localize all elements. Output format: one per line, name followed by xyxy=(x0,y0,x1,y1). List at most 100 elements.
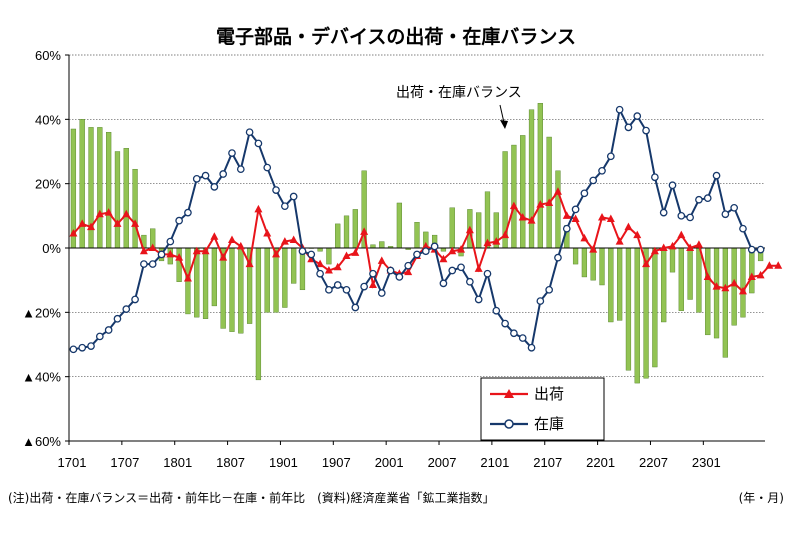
inventory-point xyxy=(466,277,474,286)
inventory-point xyxy=(272,186,280,194)
inventory-point xyxy=(377,289,386,297)
shipments-point xyxy=(69,229,78,237)
inventory-point xyxy=(651,173,659,182)
inventory-point xyxy=(527,343,536,352)
shipments-point xyxy=(703,272,712,280)
bar xyxy=(608,247,614,323)
x-tick-label: 1801 xyxy=(163,455,192,470)
shipments-point xyxy=(227,235,236,243)
inventory-point xyxy=(219,170,228,178)
annotation-arrowhead xyxy=(500,120,508,129)
inventory-point xyxy=(492,306,501,315)
shipments-point xyxy=(439,254,448,263)
inventory-point xyxy=(633,112,642,120)
legend-inventory-marker xyxy=(504,419,514,429)
bar xyxy=(238,247,244,334)
shipments-point xyxy=(474,264,483,272)
y-tick-label: 60% xyxy=(35,48,61,63)
inventory-point xyxy=(457,263,465,272)
bar xyxy=(255,247,262,381)
shipments-point xyxy=(360,227,369,235)
inventory-point xyxy=(510,329,518,338)
shipments-point xyxy=(448,246,457,255)
legend-shipments-marker xyxy=(504,389,514,398)
bar xyxy=(106,131,112,249)
bar xyxy=(273,247,279,313)
x-tick-label: 1901 xyxy=(269,455,298,470)
bar xyxy=(581,247,588,278)
bar xyxy=(705,247,711,336)
bar xyxy=(379,241,385,249)
shipments-point xyxy=(316,259,325,268)
shipments-point xyxy=(624,222,633,231)
shipments-point xyxy=(694,240,703,248)
bar-series xyxy=(70,103,764,384)
inventory-point xyxy=(536,297,545,305)
x-unit-label: (年・月) xyxy=(739,491,784,505)
inventory-point xyxy=(659,208,668,217)
inventory-point xyxy=(739,224,747,233)
chart-title: 電子部品・デバイスの出荷・在庫バランス xyxy=(216,25,576,48)
shipments-point xyxy=(245,259,254,268)
shipments-point xyxy=(545,198,554,206)
inventory-point xyxy=(695,195,703,204)
shipments-point xyxy=(642,259,651,268)
inventory-point xyxy=(333,281,342,289)
shipments-point xyxy=(351,248,360,256)
inventory-point xyxy=(598,166,606,175)
x-tick-label: 2107 xyxy=(533,455,562,470)
bar xyxy=(669,247,676,273)
inventory-point xyxy=(245,128,254,137)
shipments-point xyxy=(712,282,721,290)
inventory-point xyxy=(413,250,421,259)
bar xyxy=(291,247,297,284)
x-tick-label: 2301 xyxy=(692,455,721,470)
bar xyxy=(114,151,121,249)
inventory-point xyxy=(545,285,554,294)
shipments-point xyxy=(765,261,774,269)
shipments-point xyxy=(589,245,598,253)
shipments-point xyxy=(738,286,747,295)
inventory-point xyxy=(448,266,457,275)
inventory-point xyxy=(316,269,324,278)
legend: 出荷 在庫 xyxy=(480,377,605,441)
bar xyxy=(123,148,129,249)
inventory-point xyxy=(201,171,210,180)
inventory-point xyxy=(325,285,333,294)
shipments-point xyxy=(175,253,184,261)
y-tick-label: 40% xyxy=(35,112,61,127)
footnote: (注)出荷・在庫バランス＝出荷・前年比－在庫・前年比 (資料)経済産業省「鉱工業… xyxy=(8,490,495,505)
shipments-point xyxy=(104,208,113,216)
x-tick-label: 1907 xyxy=(322,455,351,470)
inventory-point xyxy=(686,213,694,222)
shipments-point xyxy=(606,214,615,223)
inventory-point xyxy=(747,245,756,254)
x-tick-label: 2201 xyxy=(586,455,615,470)
inventory-point xyxy=(289,192,298,201)
bar xyxy=(520,135,526,249)
inventory-point xyxy=(501,319,509,328)
shipments-point xyxy=(78,219,87,227)
inventory-point xyxy=(131,295,139,304)
inventory-point xyxy=(369,269,377,278)
shipments-point xyxy=(280,237,289,245)
shipments-point xyxy=(518,212,527,221)
bar xyxy=(528,109,535,249)
bar xyxy=(476,212,482,249)
inventory-point xyxy=(642,126,650,135)
inventory-point xyxy=(166,237,175,246)
bar xyxy=(132,168,138,249)
inventory-point xyxy=(175,216,183,225)
shipments-point xyxy=(342,251,351,260)
inventory-point xyxy=(580,189,589,198)
shipments-point xyxy=(598,212,607,221)
line-series-inventory xyxy=(69,105,765,354)
shipments-point xyxy=(686,243,695,251)
line-series-shipments xyxy=(69,187,783,295)
y-tick-label: ▲20% xyxy=(22,305,61,320)
x-tick-label: 1807 xyxy=(216,455,245,470)
bar xyxy=(414,222,420,249)
bar xyxy=(326,247,332,265)
bar xyxy=(572,247,579,265)
